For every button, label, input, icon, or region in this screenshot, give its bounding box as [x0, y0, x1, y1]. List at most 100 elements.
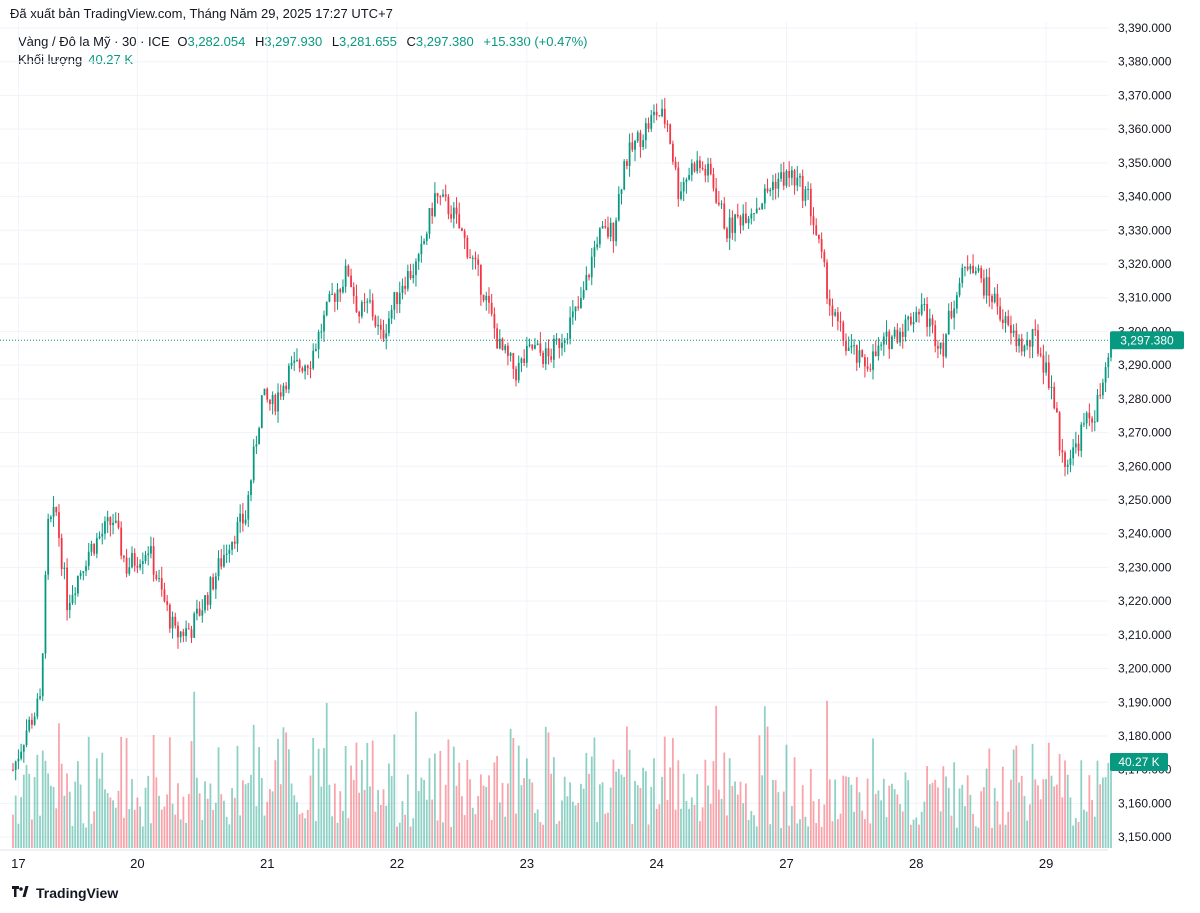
y-tick-label: 3,310.000: [1118, 291, 1172, 305]
volume-bar: [410, 827, 412, 848]
volume-bar: [769, 824, 771, 848]
y-tick-label: 3,230.000: [1118, 560, 1172, 574]
candle-body: [610, 223, 612, 237]
candle-body: [39, 696, 41, 698]
candle-body: [596, 244, 598, 247]
tradingview-footer[interactable]: TradingView: [10, 885, 118, 901]
volume-bar: [558, 821, 560, 848]
volume-bar: [1051, 776, 1053, 848]
volume-bar: [548, 732, 550, 848]
volume-bar: [1107, 763, 1109, 848]
volume-bar: [702, 807, 704, 848]
candle-body: [1034, 329, 1036, 330]
candle-body: [545, 348, 547, 364]
candle-body: [677, 168, 679, 199]
volume-bar: [196, 778, 198, 848]
volume-bar: [283, 727, 285, 848]
volume-bar: [234, 798, 236, 848]
candle-body: [107, 517, 109, 521]
candle-body: [185, 628, 187, 636]
volume-bar: [813, 801, 815, 848]
candle-body: [212, 577, 214, 589]
candle-body: [326, 302, 328, 316]
candle-body: [312, 351, 314, 369]
volume-bar: [759, 735, 761, 848]
x-axis[interactable]: 17 20 21 22 23 24 27 28 29: [0, 850, 1108, 871]
volume-bar: [358, 793, 360, 848]
x-tick-label: 28: [909, 856, 923, 871]
volume-bar: [1086, 812, 1088, 848]
volume-bar: [718, 790, 720, 848]
candle-body: [923, 304, 925, 305]
candle-body: [994, 294, 996, 302]
candle-body: [1013, 331, 1015, 334]
volume-bar: [301, 813, 303, 848]
volume-bar: [677, 760, 679, 848]
volume-bar: [653, 758, 655, 848]
candle-body: [688, 175, 690, 179]
volume-bar: [299, 814, 301, 848]
volume-bar: [1102, 778, 1104, 848]
volume-bar: [115, 808, 117, 848]
candle-body: [537, 344, 539, 346]
volume-bar: [631, 824, 633, 848]
volume-bar: [961, 785, 963, 848]
candle-body: [412, 275, 414, 278]
volume-bar: [334, 784, 336, 848]
candle-body: [853, 345, 855, 346]
volume-bar: [894, 789, 896, 848]
volume-bar: [153, 735, 155, 848]
volume-bar: [969, 795, 971, 848]
candle-body: [161, 578, 163, 589]
volume-bar: [788, 826, 790, 848]
candle-body: [872, 351, 874, 369]
candle-body: [434, 193, 436, 216]
candle-body: [191, 630, 193, 638]
volume-bar: [686, 801, 688, 848]
volume-bar: [675, 810, 677, 848]
volume-bar: [36, 755, 38, 848]
candle-body: [296, 360, 298, 361]
candle-body: [480, 265, 482, 295]
volume-bar: [223, 801, 225, 848]
candle-body: [561, 343, 563, 348]
candle-body: [583, 290, 585, 298]
candle-body: [120, 528, 122, 556]
candle-body: [572, 311, 574, 317]
y-axis[interactable]: 3,150.0003,160.0003,170.0003,180.0003,19…: [1118, 21, 1172, 844]
volume-bar: [39, 816, 41, 848]
candle-body: [80, 573, 82, 576]
candle-body: [1070, 458, 1072, 464]
volume-bar: [485, 787, 487, 848]
volume-bar: [247, 783, 249, 848]
candle-body: [269, 400, 271, 404]
volume-bar: [356, 743, 358, 848]
volume-bar: [201, 820, 203, 848]
volume-bar: [529, 779, 531, 848]
volume-bar: [126, 738, 128, 848]
candle-body: [137, 566, 139, 568]
candle-body: [199, 609, 201, 616]
candle-body: [448, 197, 450, 214]
volume-bar: [456, 786, 458, 848]
candle-body: [437, 193, 439, 196]
candle-body: [253, 447, 255, 481]
volume-bar: [20, 797, 22, 848]
volume-bar: [561, 801, 563, 848]
candle-body: [967, 267, 969, 270]
candle-body: [556, 339, 558, 340]
y-tick-label: 3,320.000: [1118, 257, 1172, 271]
volume-bar: [480, 774, 482, 848]
candle-body: [856, 345, 858, 363]
candle-body: [356, 296, 358, 312]
candle-body: [753, 213, 755, 214]
volume-bar: [28, 774, 30, 848]
volume-bar: [1005, 825, 1007, 848]
volume-bar: [345, 746, 347, 848]
volume-bar: [915, 818, 917, 848]
candle-body: [466, 238, 468, 257]
volume-bar: [837, 819, 839, 848]
candle-body: [710, 164, 712, 174]
candle-body: [1072, 447, 1074, 458]
